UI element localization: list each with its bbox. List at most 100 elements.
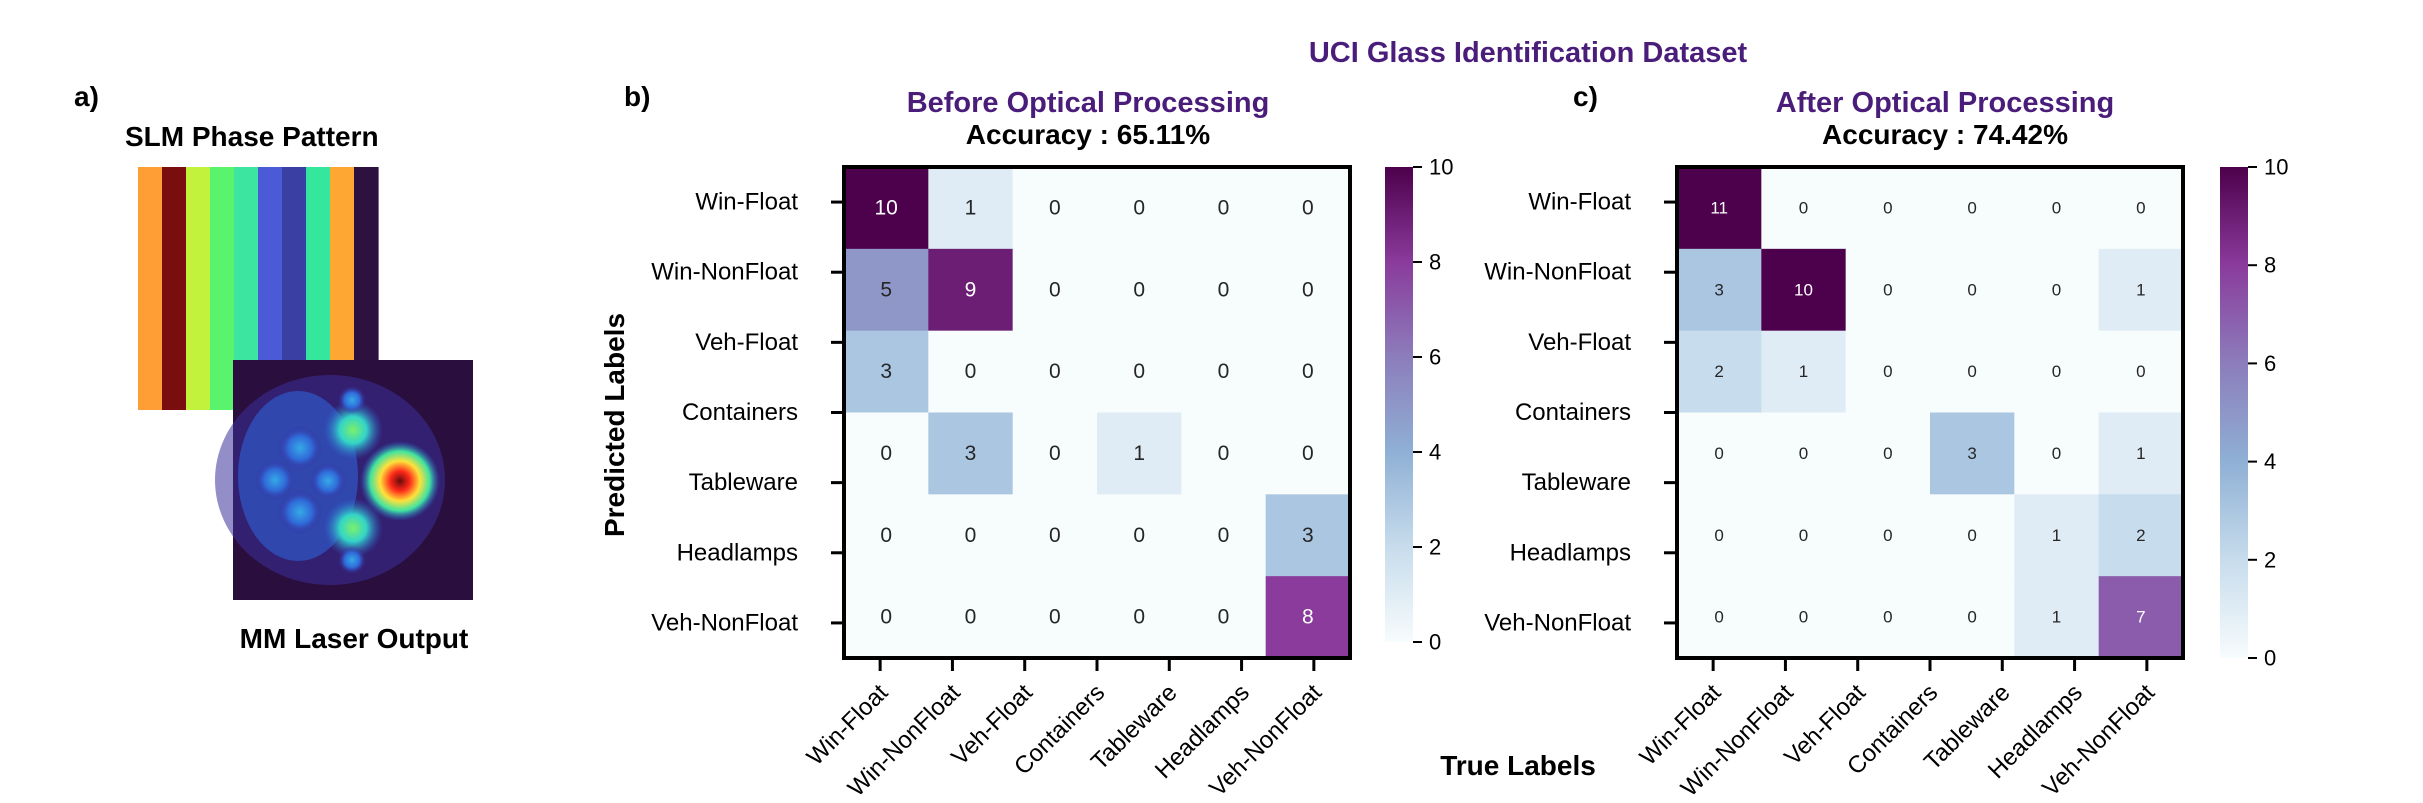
colorbar-tick-label: 0 [1429, 630, 1441, 655]
cell-value-label: 8 [1302, 606, 1314, 629]
cell-value-label: 0 [1133, 196, 1145, 219]
cell-value-label: 0 [1967, 280, 1976, 299]
colorbar-tick-label: 6 [2264, 351, 2276, 376]
cell-value-label: 0 [965, 524, 977, 547]
slm-stripe-2 [162, 167, 187, 410]
cell-value-label: 1 [2136, 280, 2145, 299]
heatmap-cell [1930, 494, 2015, 577]
y-tick-label: Win-NonFloat [1484, 259, 1631, 286]
cell-value-label: 0 [1883, 526, 1892, 545]
heatmap-cell [1761, 167, 1847, 250]
heatmap-cell [928, 248, 1014, 332]
heatmap-cell [1097, 494, 1182, 577]
heatmap-cell [1265, 412, 1351, 495]
heatmap-cell [1677, 248, 1762, 332]
heatmap-cell [1097, 576, 1182, 659]
panel-label: b) [624, 81, 650, 112]
cell-value-label: 1 [1133, 442, 1145, 465]
cell-value-label: 0 [1049, 278, 1061, 301]
y-tick-label: Tableware [689, 469, 798, 496]
heatmap-cell [928, 412, 1014, 495]
y-tick-label: Win-NonFloat [651, 259, 798, 286]
cell-value-label: 2 [2136, 526, 2145, 545]
cell-value-label: 7 [2136, 608, 2145, 627]
heatmap-cell [1677, 412, 1762, 495]
heatmap-cell [1012, 494, 1098, 577]
predicted-labels-axis-title: Predicted Labels [599, 313, 630, 537]
heatmap-cell [1677, 494, 1762, 577]
cell-value-label: 0 [1799, 608, 1808, 627]
cell-value-label: 3 [1302, 524, 1314, 547]
heatmap-cell [1181, 494, 1267, 577]
heatmap-cell [1265, 330, 1351, 413]
cell-value-label: 0 [1133, 360, 1145, 383]
heatmap-cell [2098, 494, 2184, 577]
heatmap-cell [1181, 412, 1267, 495]
cell-value-label: 0 [1714, 526, 1723, 545]
cell-value-label: 0 [1218, 196, 1230, 219]
colorbar-tick-label: 4 [2264, 449, 2276, 474]
cell-value-label: 0 [1049, 524, 1061, 547]
colorbar-tick-label: 2 [2264, 547, 2276, 572]
heatmap-cell [2014, 248, 2100, 332]
heatmap-cell [928, 330, 1014, 413]
cell-value-label: 0 [1799, 198, 1808, 217]
heatmap-cell [1012, 167, 1098, 250]
cell-value-label: 3 [1714, 280, 1723, 299]
cell-value-label: 0 [1967, 362, 1976, 381]
heatmap-cell [1930, 167, 2015, 250]
cell-value-label: 0 [2052, 444, 2061, 463]
cell-value-label: 0 [2136, 198, 2145, 217]
heatmap-cell [928, 576, 1014, 659]
heatmap-cell [1265, 576, 1351, 659]
heatmap-cell [2098, 330, 2184, 413]
heatmap-cell [1677, 576, 1762, 659]
heatmap-cell [844, 167, 929, 250]
cell-value-label: 0 [965, 606, 977, 629]
cell-value-label: 0 [1218, 606, 1230, 629]
heatmap-cell [2014, 167, 2100, 250]
y-tick-label: Veh-Float [1528, 329, 1631, 356]
panel-a-label: a) [74, 81, 99, 112]
heatmap-cell [1097, 167, 1182, 250]
heatmap-cell [1012, 576, 1098, 659]
y-tick-label: Veh-Float [695, 329, 798, 356]
heatmap-cell [1845, 248, 1931, 332]
cell-value-label: 0 [1049, 606, 1061, 629]
heatmap-cell [844, 248, 929, 332]
cell-value-label: 1 [965, 196, 977, 219]
heatmap-cell [1677, 167, 1762, 250]
cell-value-label: 0 [1883, 198, 1892, 217]
cell-value-label: 0 [1302, 278, 1314, 301]
colorbar [2220, 167, 2248, 658]
heatmap-cell [844, 330, 929, 413]
cell-value-label: 0 [1967, 608, 1976, 627]
chart-title: Before Optical Processing [907, 87, 1270, 119]
heatmap-cell [2098, 248, 2184, 332]
heatmap-cell [844, 576, 929, 659]
cell-value-label: 1 [2052, 526, 2061, 545]
colorbar-tick-label: 2 [1429, 535, 1441, 560]
cell-value-label: 2 [1714, 362, 1723, 381]
colorbar [1385, 167, 1413, 642]
heatmap-cell [1181, 330, 1267, 413]
cell-value-label: 0 [1218, 278, 1230, 301]
y-tick-label: Headlamps [1510, 539, 1631, 566]
panel-a: a) SLM Phase Pattern MM Laser Output [74, 81, 473, 654]
cell-value-label: 11 [1710, 198, 1728, 217]
y-tick-label: Veh-NonFloat [1484, 609, 1631, 636]
cell-value-label: 0 [1967, 198, 1976, 217]
slm-stripe-3 [186, 167, 211, 410]
cell-value-label: 0 [1883, 608, 1892, 627]
cell-value-label: 0 [1967, 526, 1976, 545]
laser-output-title: MM Laser Output [240, 623, 469, 654]
cell-value-label: 0 [2052, 280, 2061, 299]
cell-value-label: 9 [965, 278, 977, 301]
heatmap-cell [1012, 412, 1098, 495]
cell-value-label: 0 [1218, 524, 1230, 547]
colorbar-tick-label: 8 [1429, 250, 1441, 275]
cell-value-label: 0 [1049, 360, 1061, 383]
heatmap-cell [1097, 412, 1182, 495]
